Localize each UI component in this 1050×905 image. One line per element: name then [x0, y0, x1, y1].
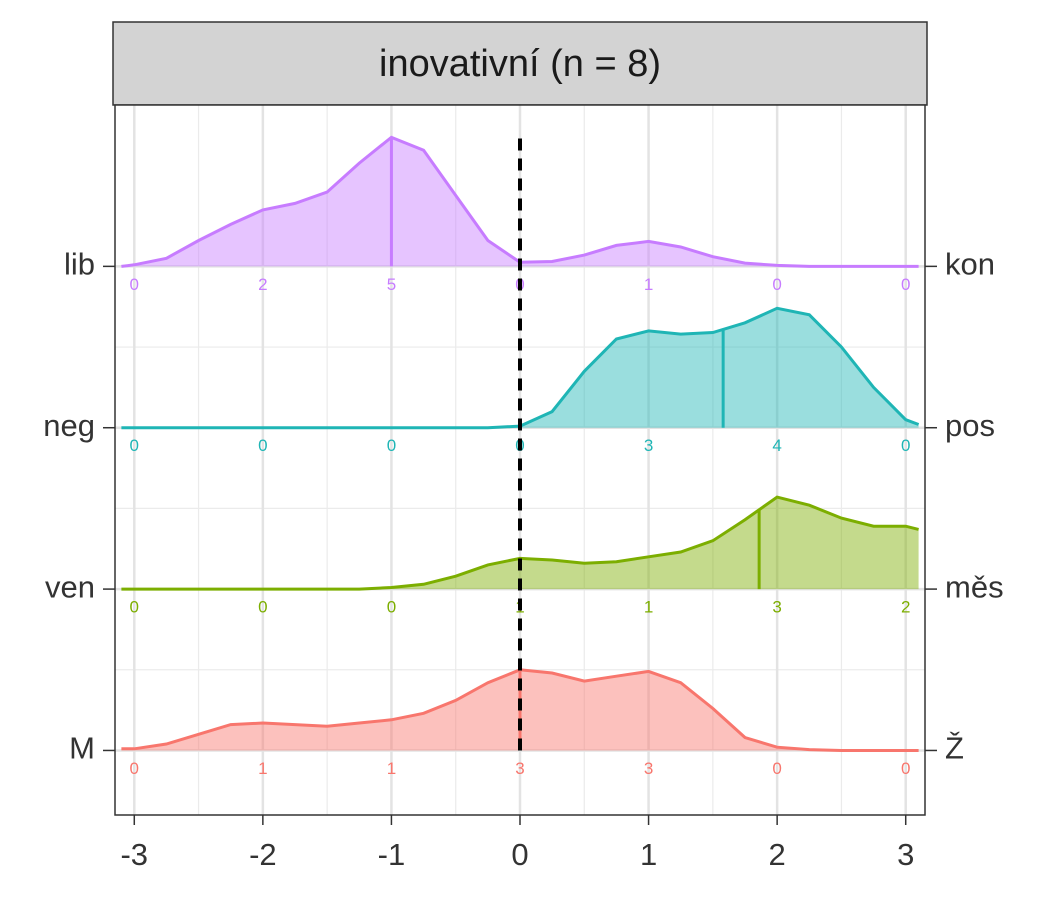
x-tick-label: 3 [897, 837, 914, 872]
count-label: 0 [901, 275, 910, 294]
count-label: 0 [901, 759, 910, 778]
panel-border [114, 104, 926, 816]
chart-title: inovativní (n = 8) [379, 43, 661, 85]
count-label: 1 [258, 759, 267, 778]
count-label: 1 [644, 598, 653, 617]
strip [112, 21, 928, 106]
y2-tick-label: měs [945, 569, 1004, 604]
x-tick-label: 2 [769, 837, 786, 872]
count-label: 3 [644, 436, 653, 455]
count-label: 0 [130, 275, 139, 294]
count-label: 2 [258, 275, 267, 294]
count-label: 4 [772, 436, 781, 455]
x-tick-label: 0 [511, 837, 528, 872]
count-label: 0 [258, 436, 267, 455]
y-tick-label: neg [43, 408, 95, 443]
count-label: 0 [387, 598, 396, 617]
count-label: 0 [258, 598, 267, 617]
density-line [121, 495, 919, 591]
count-label: 3 [515, 759, 524, 778]
y2-tick-label: kon [945, 247, 995, 282]
count-label: 0 [772, 759, 781, 778]
count-label: 1 [644, 275, 653, 294]
count-label: 1 [387, 759, 396, 778]
count-label: 2 [901, 598, 910, 617]
x-tick-label: -2 [249, 837, 277, 872]
count-label: 3 [772, 598, 781, 617]
count-label: 0 [387, 436, 396, 455]
count-label: 0 [901, 436, 910, 455]
density-area [121, 137, 919, 267]
count-label: 3 [644, 759, 653, 778]
density-area [121, 308, 919, 428]
count-label: 5 [387, 275, 396, 294]
x-tick-label: -1 [378, 837, 406, 872]
y-tick-label: lib [64, 247, 95, 282]
x-tick-label: 1 [640, 837, 657, 872]
x-tick-label: -3 [120, 837, 148, 872]
count-label: 0 [130, 436, 139, 455]
count-label: 0 [772, 275, 781, 294]
count-label: 0 [130, 759, 139, 778]
y2-tick-label: Ž [945, 731, 964, 766]
density-area [121, 497, 919, 590]
y-tick-label: ven [45, 569, 95, 604]
y2-tick-label: pos [945, 408, 995, 443]
count-label: 0 [130, 598, 139, 617]
y-tick-label: M [69, 731, 95, 766]
